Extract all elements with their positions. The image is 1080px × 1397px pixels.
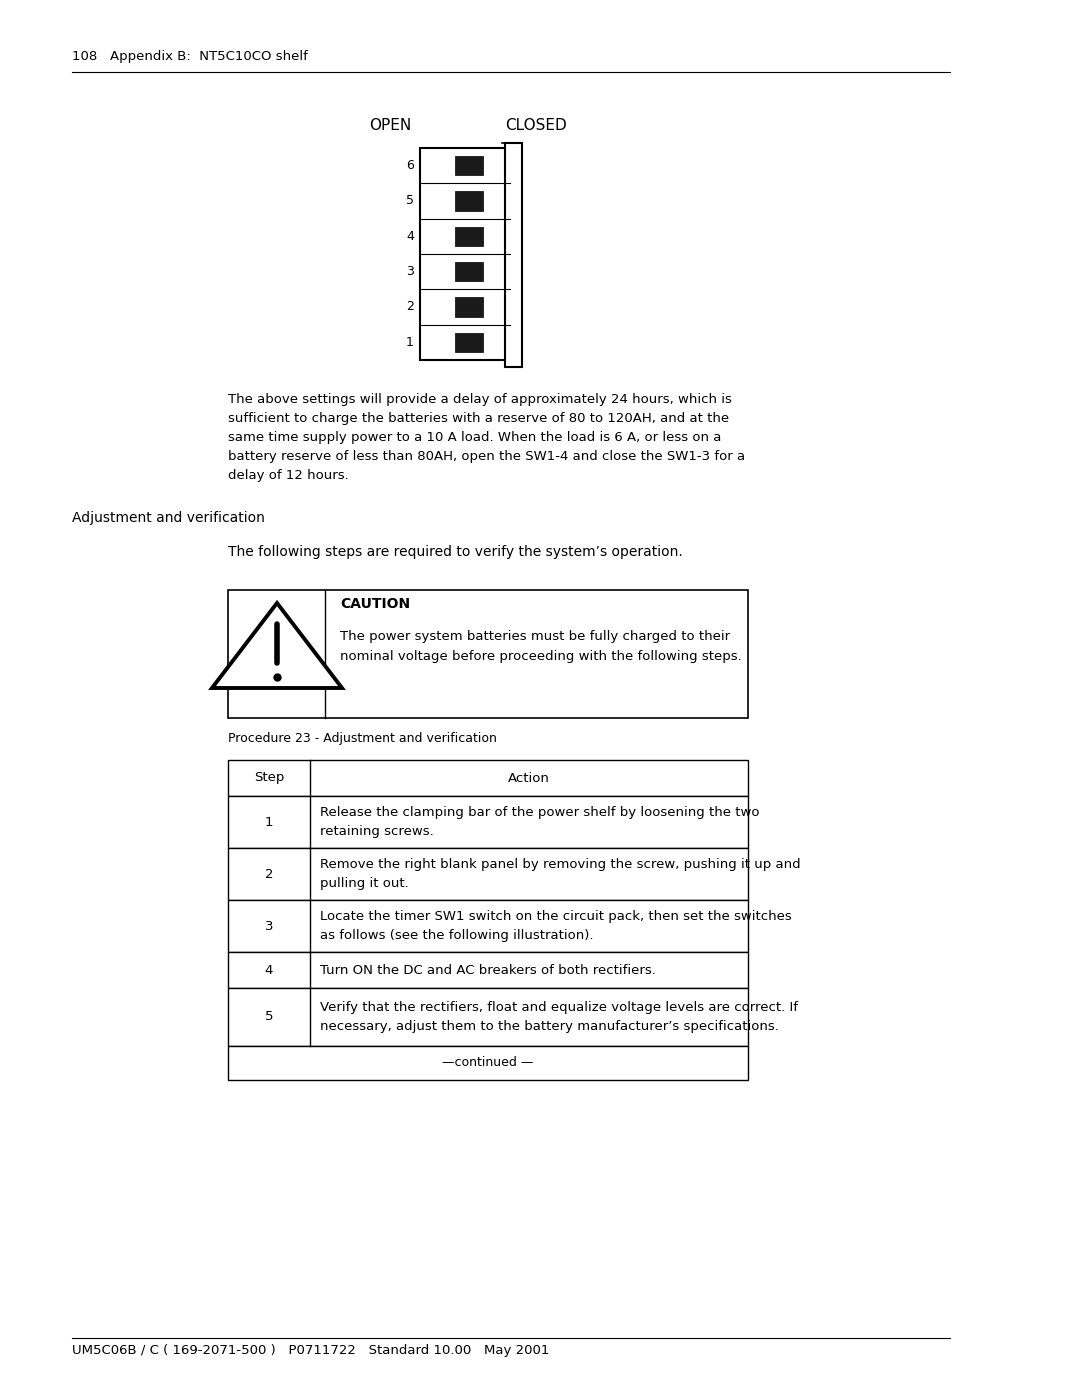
Bar xyxy=(228,951,748,988)
Text: Step: Step xyxy=(254,771,284,785)
Text: OPEN: OPEN xyxy=(369,117,411,133)
Bar xyxy=(455,263,483,281)
Text: Release the clamping bar of the power shelf by loosening the two
retaining screw: Release the clamping bar of the power sh… xyxy=(320,806,759,838)
Text: 1: 1 xyxy=(265,816,273,828)
Text: Procedure 23 - Adjustment and verification: Procedure 23 - Adjustment and verificati… xyxy=(228,732,497,745)
Text: Remove the right blank panel by removing the screw, pushing it up and
pulling it: Remove the right blank panel by removing… xyxy=(320,858,800,890)
Bar xyxy=(228,590,748,718)
Bar xyxy=(228,900,748,951)
Text: The above settings will provide a delay of approximately 24 hours, which is
suff: The above settings will provide a delay … xyxy=(228,393,745,482)
Text: Action: Action xyxy=(508,771,550,785)
Bar xyxy=(228,796,748,848)
Text: 3: 3 xyxy=(406,265,414,278)
Text: Locate the timer SW1 switch on the circuit pack, then set the switches
as follow: Locate the timer SW1 switch on the circu… xyxy=(320,911,792,942)
Polygon shape xyxy=(212,604,342,687)
Text: Turn ON the DC and AC breakers of both rectifiers.: Turn ON the DC and AC breakers of both r… xyxy=(320,964,656,977)
Bar xyxy=(455,332,483,352)
Text: 2: 2 xyxy=(265,868,273,880)
Text: The power system batteries must be fully charged to their
nominal voltage before: The power system batteries must be fully… xyxy=(340,630,742,664)
Bar xyxy=(228,988,748,1046)
Text: CAUTION: CAUTION xyxy=(340,597,410,610)
Bar xyxy=(455,226,483,246)
Text: The following steps are required to verify the system’s operation.: The following steps are required to veri… xyxy=(228,545,683,559)
Bar xyxy=(228,848,748,900)
Text: 4: 4 xyxy=(406,231,414,243)
Bar xyxy=(505,142,522,367)
Bar xyxy=(455,298,483,317)
Text: 6: 6 xyxy=(406,159,414,172)
Text: CLOSED: CLOSED xyxy=(505,117,567,133)
Bar xyxy=(455,191,483,211)
Bar xyxy=(455,156,483,176)
Text: 108   Appendix B:  NT5C10CO shelf: 108 Appendix B: NT5C10CO shelf xyxy=(72,50,308,63)
Text: Verify that the rectifiers, float and equalize voltage levels are correct. If
ne: Verify that the rectifiers, float and eq… xyxy=(320,1002,798,1032)
Text: 1: 1 xyxy=(406,335,414,349)
Bar xyxy=(228,1046,748,1080)
Text: 2: 2 xyxy=(406,300,414,313)
Text: —continued —: —continued — xyxy=(443,1056,534,1070)
Text: 5: 5 xyxy=(406,194,414,208)
Text: Adjustment and verification: Adjustment and verification xyxy=(72,511,265,525)
Text: UM5C06B / C ( 169-2071-500 )   P0711722   Standard 10.00   May 2001: UM5C06B / C ( 169-2071-500 ) P0711722 St… xyxy=(72,1344,550,1356)
Bar xyxy=(228,760,748,796)
Bar xyxy=(420,148,510,360)
Text: 5: 5 xyxy=(265,1010,273,1024)
Text: 3: 3 xyxy=(265,919,273,933)
Text: 4: 4 xyxy=(265,964,273,977)
